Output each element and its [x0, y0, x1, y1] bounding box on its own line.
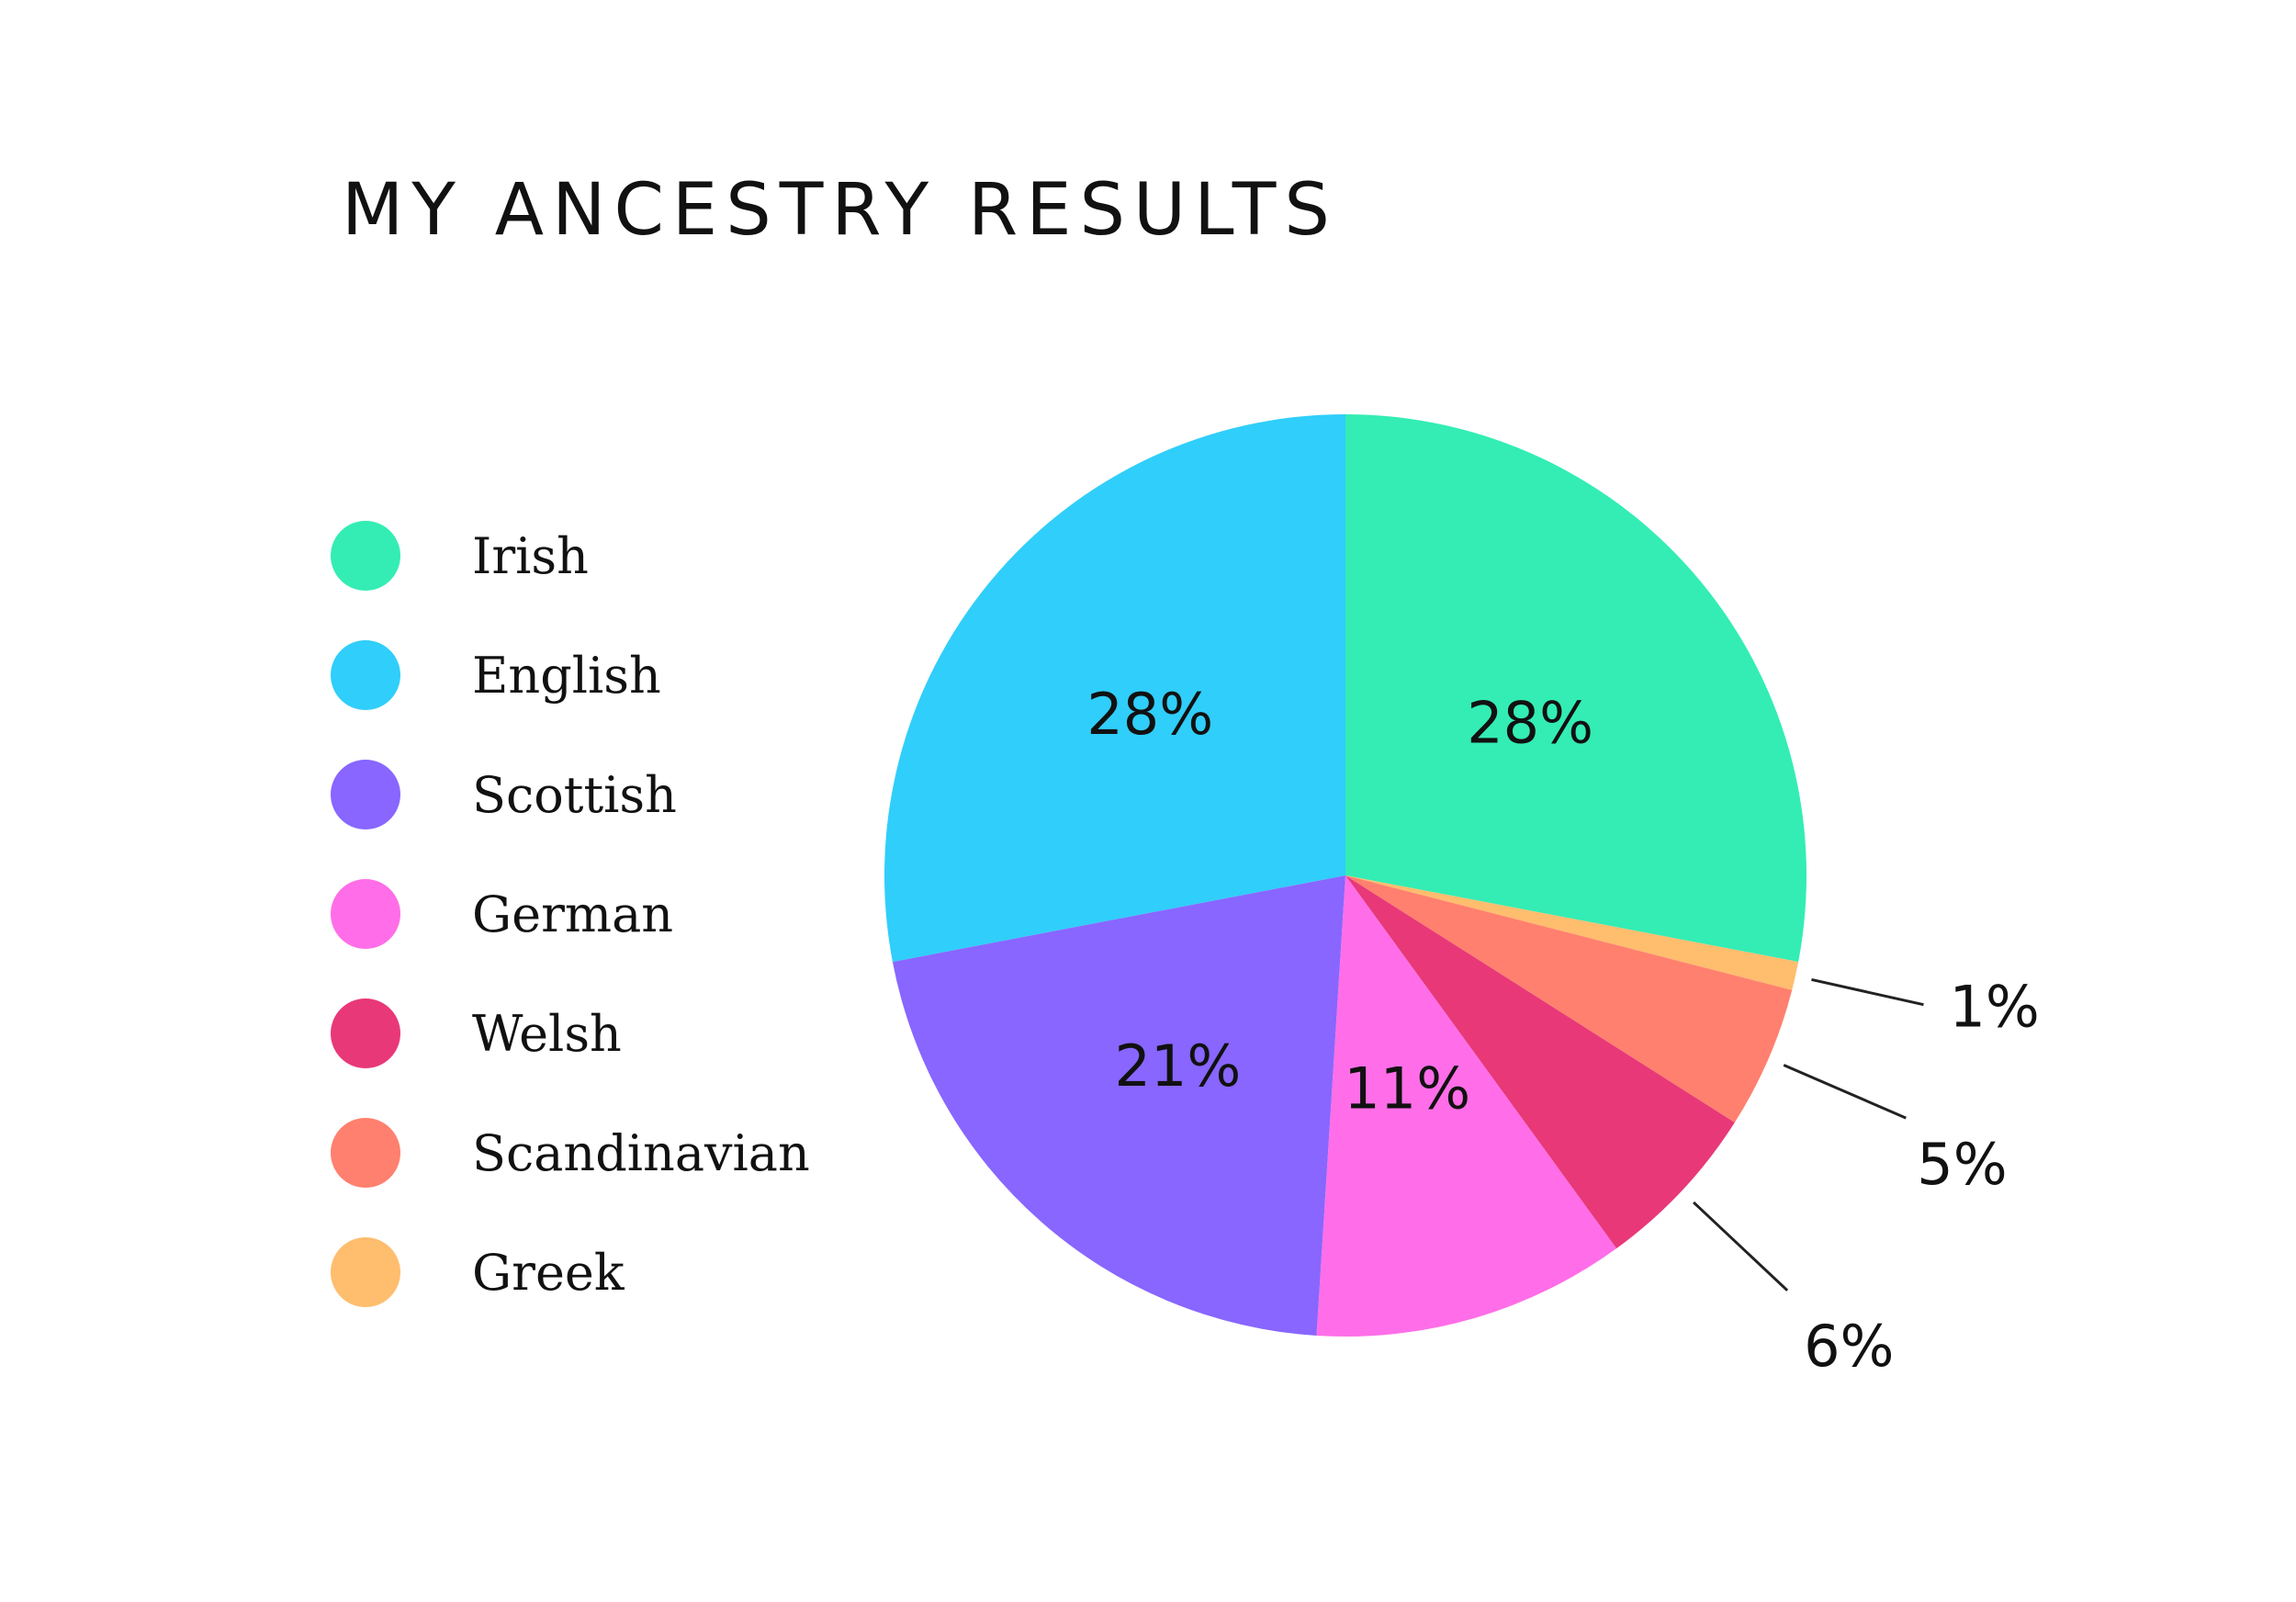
slice-label: 11%	[1344, 1055, 1470, 1122]
callout-line	[1811, 977, 1924, 1007]
legend-label: German	[472, 885, 674, 943]
pie-slice-irish	[1345, 414, 1806, 963]
legend-label: English	[472, 646, 661, 705]
callout-line	[1783, 1064, 1907, 1120]
legend-label: Welsh	[472, 1004, 622, 1063]
legend-swatch-german	[331, 879, 400, 949]
legend-item: Scandinavian	[331, 1093, 882, 1213]
legend-label: Scandinavian	[472, 1123, 810, 1182]
legend-swatch-irish	[331, 521, 400, 591]
slice-label: 6%	[1804, 1313, 1894, 1380]
slice-label: 28%	[1467, 690, 1593, 757]
legend-swatch-welsh	[331, 998, 400, 1068]
pie-slice-german	[1316, 875, 1617, 1337]
legend-swatch-english	[331, 640, 400, 710]
legend: Irish English Scottish German Welsh Scan…	[331, 496, 882, 1332]
legend-item: Greek	[331, 1213, 882, 1332]
legend-item: English	[331, 615, 882, 735]
pie-slice-greek	[1345, 875, 1799, 990]
chart-title: MY ANCESTRY RESULTS	[342, 169, 1338, 252]
legend-item: German	[331, 854, 882, 974]
legend-label: Scottish	[472, 765, 677, 824]
pie-slice-welsh	[1345, 875, 1735, 1249]
legend-item: Welsh	[331, 974, 882, 1093]
pie-slice-english	[884, 414, 1345, 963]
pie-slice-scandinavian	[1345, 875, 1793, 1123]
legend-swatch-scandinavian	[331, 1118, 400, 1188]
legend-item: Irish	[331, 496, 882, 615]
legend-swatch-scottish	[331, 760, 400, 829]
slice-label: 21%	[1115, 1032, 1242, 1100]
pie-slice-scottish	[892, 875, 1345, 1337]
legend-label: Irish	[472, 526, 589, 585]
legend-swatch-greek	[331, 1237, 400, 1307]
callout-line	[1693, 1201, 1789, 1292]
legend-item: Scottish	[331, 735, 882, 854]
slice-label: 28%	[1086, 681, 1213, 748]
slice-label: 1%	[1949, 974, 2039, 1041]
slice-label: 5%	[1917, 1131, 2007, 1198]
legend-label: Greek	[472, 1243, 625, 1302]
